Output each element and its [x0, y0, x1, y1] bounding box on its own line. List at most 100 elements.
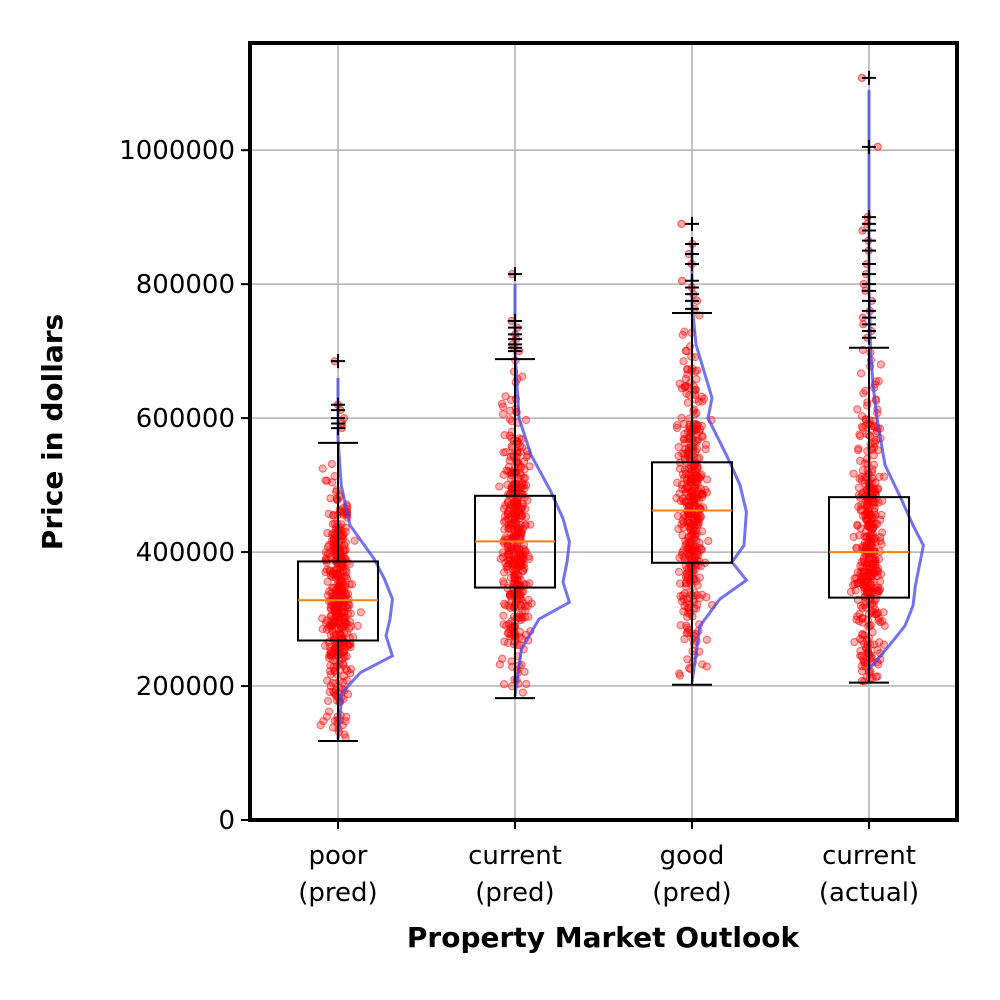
- x-tick-label-line2: (actual): [819, 878, 919, 908]
- data-point: [858, 423, 868, 432]
- data-point: [503, 543, 512, 552]
- data-point: [876, 360, 885, 369]
- data-point: [513, 554, 522, 563]
- data-point: [506, 522, 516, 531]
- data-point: [339, 660, 348, 669]
- data-point: [866, 577, 875, 586]
- data-point: [521, 415, 531, 425]
- data-point: [515, 508, 524, 517]
- data-point: [499, 504, 508, 513]
- data-point: [329, 511, 338, 520]
- data-point: [865, 522, 874, 531]
- data-point: [704, 536, 713, 546]
- data-point: [875, 585, 885, 594]
- box-plot: [474, 267, 556, 700]
- data-point: [865, 509, 874, 519]
- data-point: [673, 478, 682, 487]
- data-point: [876, 618, 885, 627]
- outlier-marker: [331, 397, 345, 412]
- data-point: [681, 536, 690, 545]
- data-point: [862, 533, 871, 542]
- data-point: [337, 642, 346, 651]
- data-point: [517, 443, 527, 452]
- data-point: [510, 515, 519, 524]
- data-point: [691, 385, 700, 394]
- data-point: [342, 712, 351, 721]
- data-point: [698, 660, 707, 669]
- data-point: [501, 448, 510, 457]
- data-point: [867, 587, 876, 596]
- data-point: [858, 618, 867, 627]
- data-point: [692, 374, 701, 384]
- y-tick-label: 0: [218, 806, 235, 836]
- data-point: [323, 476, 332, 485]
- outlier-marker: [508, 267, 522, 282]
- data-point: [862, 500, 871, 509]
- data-point: [316, 721, 325, 730]
- data-point: [856, 456, 865, 466]
- data-point: [684, 464, 693, 473]
- plot-frame: [248, 41, 959, 822]
- data-point: [685, 502, 695, 511]
- y-tick-label: 200000: [136, 672, 235, 702]
- grid-lines: [250, 43, 957, 821]
- data-point: [505, 406, 515, 415]
- data-point: [868, 628, 877, 637]
- data-point: [859, 389, 868, 398]
- y-axis: 0 200000 400000 600000 800000 1000000: [119, 136, 250, 836]
- jitter-points: [316, 73, 889, 742]
- box-iqr: [651, 461, 733, 564]
- data-point: [858, 636, 867, 645]
- data-point: [879, 472, 889, 481]
- data-point: [857, 476, 866, 485]
- density-curves: [336, 89, 925, 740]
- data-point: [499, 611, 508, 620]
- data-point: [520, 667, 529, 676]
- data-point: [690, 534, 699, 543]
- data-point: [676, 621, 685, 630]
- data-point: [497, 399, 507, 408]
- data-point: [856, 369, 866, 378]
- data-point: [853, 520, 862, 529]
- data-point: [687, 546, 696, 555]
- data-point: [688, 528, 698, 537]
- data-point: [516, 462, 525, 471]
- data-point: [503, 497, 513, 506]
- data-point: [679, 523, 688, 532]
- data-point: [498, 548, 508, 557]
- data-point: [693, 581, 702, 590]
- data-point: [859, 656, 868, 665]
- data-point: [866, 580, 875, 589]
- data-point: [687, 509, 696, 519]
- data-point: [853, 612, 862, 621]
- density-curve: [867, 89, 925, 671]
- data-point: [501, 601, 510, 610]
- data-point: [857, 412, 867, 421]
- data-point: [346, 609, 355, 618]
- outlier-marker: [862, 139, 876, 154]
- data-point: [356, 608, 365, 617]
- data-point: [324, 509, 333, 518]
- data-point: [698, 490, 708, 499]
- outlier-marker: [685, 273, 699, 288]
- data-point: [500, 512, 510, 521]
- data-point: [692, 366, 702, 375]
- data-point: [342, 652, 351, 661]
- data-point: [858, 572, 868, 581]
- data-point: [854, 446, 863, 455]
- data-point: [522, 453, 531, 462]
- data-point: [499, 577, 508, 586]
- data-point: [350, 536, 359, 545]
- outlier-marker: [331, 354, 345, 369]
- data-point: [495, 482, 504, 491]
- box-plot: [651, 216, 733, 686]
- data-point: [498, 654, 507, 663]
- density-curve: [690, 243, 749, 683]
- x-axis: poor (pred) current (pred) good (pred) current…: [298, 820, 919, 908]
- data-point: [679, 357, 688, 366]
- data-point: [864, 568, 873, 577]
- data-point: [694, 550, 703, 560]
- box-iqr: [828, 496, 910, 599]
- outlier-marker: [685, 236, 699, 251]
